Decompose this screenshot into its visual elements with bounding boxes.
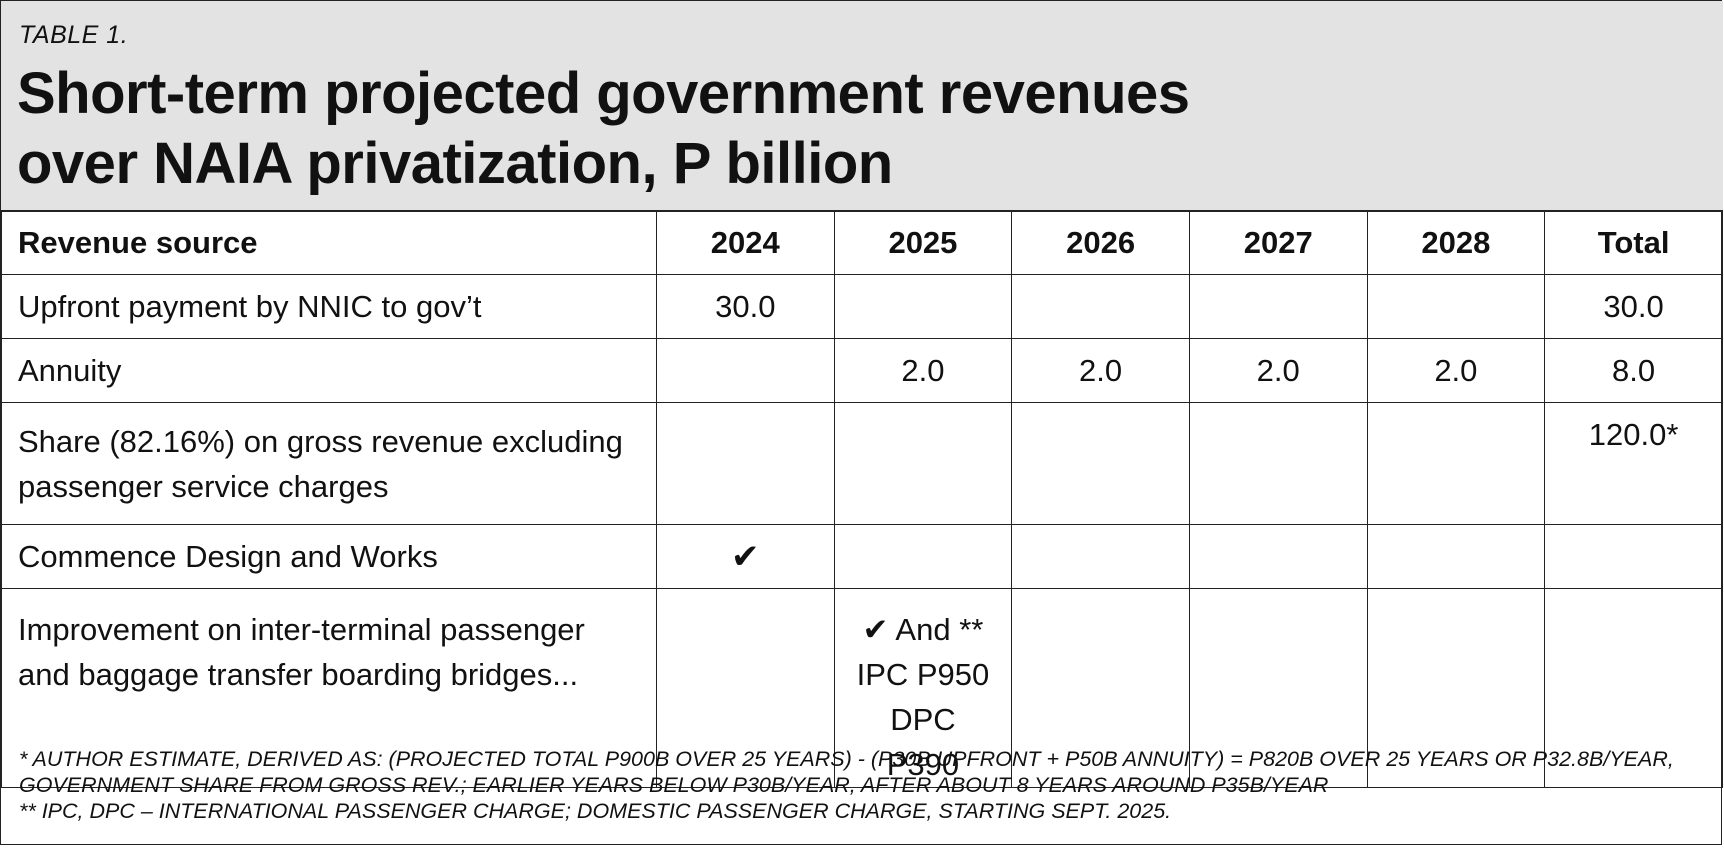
- checkmark-icon: ✔: [655, 524, 835, 589]
- cell-2024: 30.0: [655, 274, 835, 339]
- footnote-2: GOVERNMENT SHARE FROM GROSS REV.; EARLIE…: [19, 773, 1329, 797]
- table-row: Upfront payment by NNIC to gov’t 30.0 30…: [1, 274, 1723, 339]
- cell-2025: [833, 524, 1013, 589]
- row-source-line-2: and baggage transfer boarding bridges...: [18, 657, 579, 692]
- cell-2024: [655, 588, 835, 788]
- cell-total: 8.0: [1544, 338, 1723, 403]
- table-header: TABLE 1. Short-term projected government…: [1, 1, 1723, 211]
- header-row: Revenue source 2024 2025 2026 2027 2028 …: [1, 211, 1723, 275]
- cell-2028: [1366, 402, 1546, 525]
- cell-2025: ✔ And ** IPC P950 DPC P390: [833, 588, 1013, 788]
- cell-2027: [1188, 274, 1368, 339]
- cell-2026: [1011, 402, 1190, 525]
- revenue-table: Revenue source 2024 2025 2026 2027 2028 …: [1, 211, 1723, 788]
- col-header-2024: 2024: [655, 211, 835, 275]
- row-source: Share (82.16%) on gross revenue excludin…: [1, 402, 657, 525]
- table-row: Improvement on inter-terminal passenger …: [1, 588, 1723, 788]
- cell-2025-line-2: IPC P950: [856, 657, 990, 692]
- cell-2028: [1366, 274, 1546, 339]
- row-source: Improvement on inter-terminal passenger …: [1, 588, 657, 788]
- cell-2028: 2.0: [1366, 338, 1546, 403]
- title-line-1: Short-term projected government revenues: [17, 61, 1190, 126]
- cell-2025-line-1: ✔ And **: [862, 612, 984, 647]
- col-header-2028: 2028: [1366, 211, 1546, 275]
- footnote-1: * AUTHOR ESTIMATE, DERIVED AS: (PROJECTE…: [19, 747, 1674, 771]
- table-number: TABLE 1.: [19, 21, 129, 49]
- cell-2026: [1011, 524, 1190, 589]
- table-title: Short-term projected government revenues…: [17, 59, 1190, 199]
- cell-2026: 2.0: [1011, 338, 1190, 403]
- cell-2028: [1366, 588, 1546, 788]
- row-source: Annuity: [1, 338, 657, 403]
- row-source-line-1: Improvement on inter-terminal passenger: [18, 612, 585, 647]
- footnotes: * AUTHOR ESTIMATE, DERIVED AS: (PROJECTE…: [19, 746, 1674, 824]
- cell-total: [1544, 524, 1723, 589]
- title-line-2: over NAIA privatization, P billion: [17, 131, 893, 196]
- row-source-line-1: Share (82.16%) on gross revenue excludin…: [18, 423, 623, 459]
- cell-total: 30.0: [1544, 274, 1723, 339]
- col-header-2027: 2027: [1188, 211, 1368, 275]
- cell-2027: [1188, 588, 1368, 788]
- row-source-line-2: passenger service charges: [18, 468, 389, 504]
- cell-2024: [655, 402, 835, 525]
- row-source: Commence Design and Works: [1, 524, 657, 589]
- cell-2026: [1011, 274, 1190, 339]
- table-row: Commence Design and Works ✔: [1, 524, 1723, 589]
- cell-2027: [1188, 524, 1368, 589]
- col-header-source: Revenue source: [1, 211, 657, 275]
- row-source: Upfront payment by NNIC to gov’t: [1, 274, 657, 339]
- cell-2025: [833, 274, 1013, 339]
- table-row: Share (82.16%) on gross revenue excludin…: [1, 402, 1723, 525]
- table-row: Annuity 2.0 2.0 2.0 2.0 8.0: [1, 338, 1723, 403]
- cell-2025: 2.0: [833, 338, 1013, 403]
- cell-total: 120.0*: [1544, 402, 1723, 525]
- col-header-2025: 2025: [833, 211, 1013, 275]
- cell-2025-line-3: DPC P390: [886, 702, 960, 782]
- cell-2028: [1366, 524, 1546, 589]
- col-header-2026: 2026: [1011, 211, 1190, 275]
- cell-total: [1544, 588, 1723, 788]
- cell-2024: [655, 338, 835, 403]
- cell-2026: [1011, 588, 1190, 788]
- footnote-3: ** IPC, DPC – INTERNATIONAL PASSENGER CH…: [19, 799, 1172, 823]
- col-header-total: Total: [1544, 211, 1723, 275]
- cell-2027: [1188, 402, 1368, 525]
- cell-2025: [833, 402, 1013, 525]
- cell-2027: 2.0: [1188, 338, 1368, 403]
